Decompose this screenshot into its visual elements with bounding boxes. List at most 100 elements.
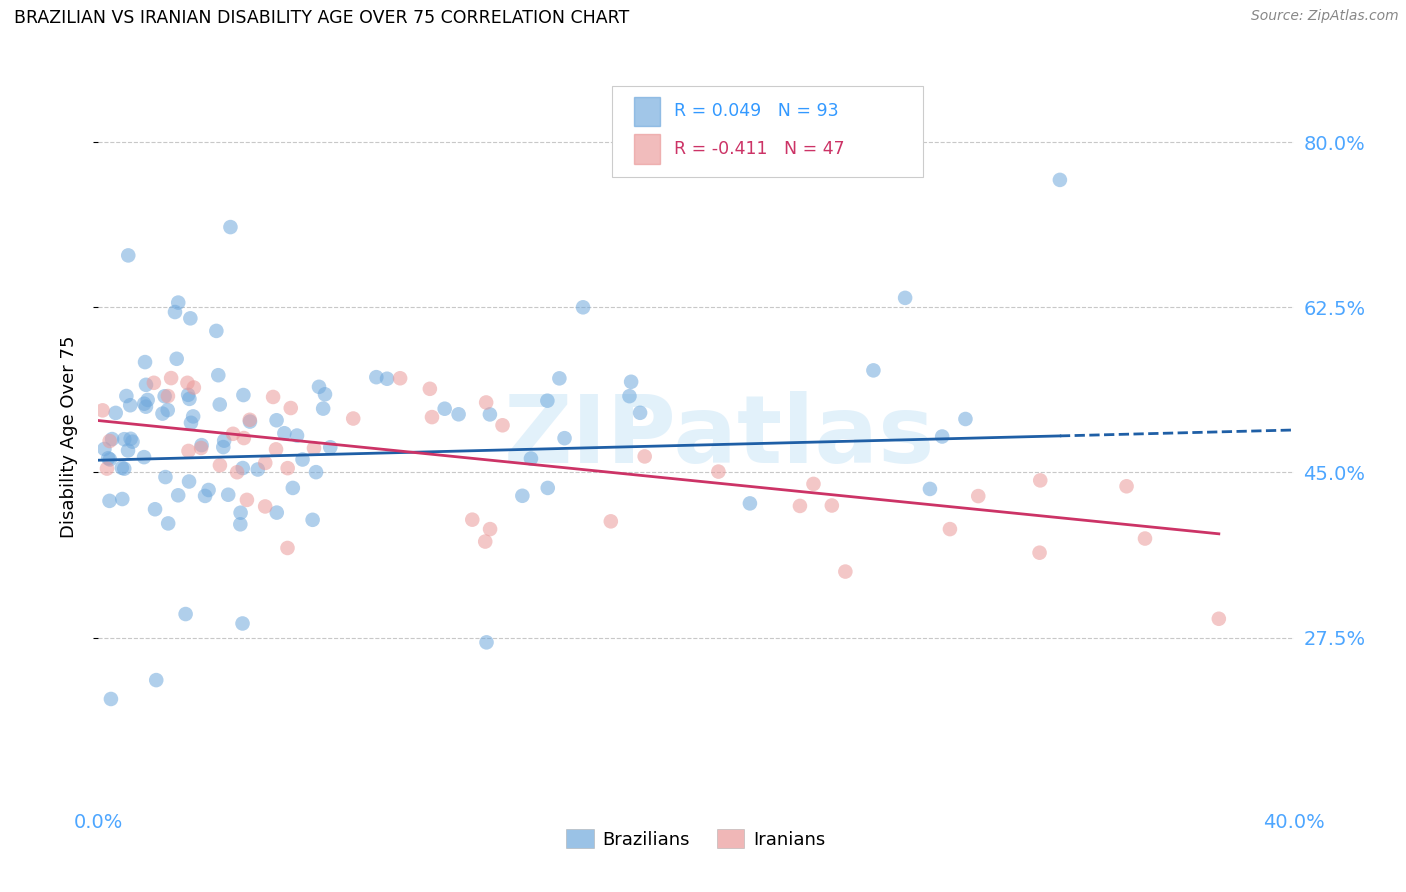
Point xyxy=(536,393,558,408)
Point xyxy=(179,311,201,326)
Point xyxy=(112,432,135,446)
Point xyxy=(222,426,245,441)
Point xyxy=(512,489,534,503)
Text: R = -0.411   N = 47: R = -0.411 N = 47 xyxy=(675,140,845,158)
Point xyxy=(219,220,242,235)
Point xyxy=(285,428,308,442)
Point xyxy=(312,401,335,416)
Text: ZIPatlas: ZIPatlas xyxy=(505,391,935,483)
Point xyxy=(121,434,143,449)
FancyBboxPatch shape xyxy=(634,135,661,163)
Point xyxy=(100,692,122,706)
Point xyxy=(478,408,501,422)
Point xyxy=(135,400,157,414)
Point xyxy=(207,368,229,383)
Point xyxy=(246,462,269,476)
Point xyxy=(433,401,456,416)
Point xyxy=(120,432,142,446)
Point xyxy=(208,458,231,473)
Point xyxy=(479,522,502,536)
Point xyxy=(134,397,156,411)
Point xyxy=(156,389,179,403)
Point xyxy=(1049,173,1071,187)
Point xyxy=(548,371,571,385)
Point xyxy=(157,516,180,531)
Point xyxy=(789,499,811,513)
Point xyxy=(620,375,643,389)
FancyBboxPatch shape xyxy=(613,86,922,178)
Point xyxy=(254,456,277,470)
Point xyxy=(134,355,156,369)
Point xyxy=(239,415,262,429)
Point xyxy=(93,442,115,456)
Point xyxy=(419,382,441,396)
Point xyxy=(96,461,118,475)
Point xyxy=(174,607,197,621)
Point xyxy=(136,392,159,407)
Point xyxy=(420,410,443,425)
Point xyxy=(160,371,183,385)
Point xyxy=(226,465,249,479)
Point xyxy=(98,494,121,508)
Point xyxy=(180,416,202,430)
Text: Source: ZipAtlas.com: Source: ZipAtlas.com xyxy=(1251,9,1399,23)
Point xyxy=(179,392,201,406)
Point xyxy=(132,450,155,464)
Point xyxy=(229,506,252,520)
Point xyxy=(628,406,651,420)
Point xyxy=(738,496,761,510)
Point xyxy=(181,409,204,424)
Point xyxy=(491,418,513,433)
Point xyxy=(634,450,657,464)
Point xyxy=(112,461,135,475)
Point xyxy=(266,506,288,520)
Point xyxy=(599,514,621,528)
Point xyxy=(1208,612,1230,626)
Point xyxy=(862,363,884,377)
Legend: Brazilians, Iranians: Brazilians, Iranians xyxy=(560,822,832,856)
Point xyxy=(153,389,176,403)
Point xyxy=(262,390,284,404)
Point xyxy=(291,452,314,467)
Point xyxy=(447,407,470,421)
Point xyxy=(177,444,200,458)
Point xyxy=(375,372,398,386)
Point xyxy=(156,403,179,417)
FancyBboxPatch shape xyxy=(634,96,661,126)
Point xyxy=(342,411,364,425)
Point xyxy=(918,482,941,496)
Point xyxy=(554,431,576,445)
Point xyxy=(305,465,328,479)
Point xyxy=(276,541,298,555)
Point xyxy=(931,429,953,443)
Point xyxy=(231,616,253,631)
Point xyxy=(389,371,412,385)
Point xyxy=(894,291,917,305)
Point xyxy=(177,388,200,402)
Point xyxy=(117,248,139,262)
Point xyxy=(366,370,388,384)
Point xyxy=(155,470,177,484)
Point xyxy=(97,451,120,466)
Point xyxy=(232,388,254,402)
Point xyxy=(266,413,288,427)
Point xyxy=(967,489,990,503)
Text: BRAZILIAN VS IRANIAN DISABILITY AGE OVER 75 CORRELATION CHART: BRAZILIAN VS IRANIAN DISABILITY AGE OVER… xyxy=(14,9,630,27)
Point xyxy=(91,403,114,417)
Point xyxy=(183,380,205,394)
Point xyxy=(98,452,121,467)
Y-axis label: Disability Age Over 75: Disability Age Over 75 xyxy=(59,335,77,539)
Point xyxy=(236,492,259,507)
Point xyxy=(1029,474,1052,488)
Point xyxy=(101,432,124,446)
Point xyxy=(135,377,157,392)
Point xyxy=(229,517,252,532)
Point xyxy=(264,442,287,457)
Point xyxy=(217,488,239,502)
Point xyxy=(232,431,254,445)
Point xyxy=(166,351,188,366)
Point xyxy=(475,395,498,409)
Point xyxy=(104,406,127,420)
Text: R = 0.049   N = 93: R = 0.049 N = 93 xyxy=(675,103,839,120)
Point xyxy=(208,397,231,411)
